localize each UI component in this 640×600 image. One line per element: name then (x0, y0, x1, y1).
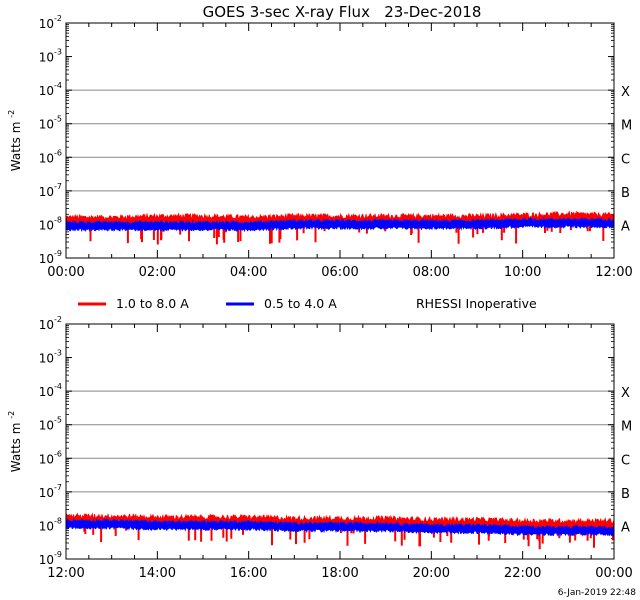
y-tick-label: 10-6 (39, 449, 62, 466)
top-panel: X M C B A 10-2 10-3 10-4 10-5 10-6 10-7 10-8 10-9 Wat… (7, 14, 633, 280)
flare-class-label: C (621, 152, 630, 167)
x-tick-label: 16:00 (230, 566, 267, 581)
x-tick-label: 12:00 (47, 566, 84, 581)
y-tick-label: 10-3 (39, 349, 62, 366)
x-tick-label: 00:00 (595, 566, 632, 581)
x-tick-label: 08:00 (413, 265, 450, 280)
y-tick-label: 10-8 (39, 516, 62, 533)
flare-class-label: X (621, 85, 630, 100)
status-note: RHESSI Inoperative (416, 296, 537, 311)
x-tick-label: 04:00 (230, 265, 267, 280)
y-tick-label: 10-2 (39, 14, 62, 31)
y-tick-label: 10-5 (39, 416, 62, 433)
flare-class-label: M (621, 420, 632, 435)
flare-class-label: A (621, 219, 630, 234)
y-tick-label: 10-6 (39, 148, 62, 165)
y-tick-label: 10-4 (39, 81, 62, 98)
flare-class-label: M (621, 119, 632, 134)
chart-title: GOES 3-sec X-ray Flux 23-Dec-2018 (203, 3, 482, 21)
x-tick-label: 10:00 (504, 265, 541, 280)
legend: 1.0 to 8.0 A 0.5 to 4.0 A (78, 296, 337, 311)
x-tick-label: 18:00 (321, 566, 358, 581)
footer-timestamp: 6-Jan-2019 22:48 (558, 588, 637, 598)
y-tick-label: 10-8 (39, 215, 62, 232)
flare-class-label: C (621, 453, 630, 468)
x-tick-label: 06:00 (321, 265, 358, 280)
bottom-panel: X M C B A 10-2 10-3 10-4 10-5 10-6 10-7 10-8 10-9 Wat… (7, 315, 633, 581)
y-tick-label: 10-7 (39, 182, 62, 199)
x-tick-label: 02:00 (139, 265, 176, 280)
x-tick-label: 00:00 (47, 265, 84, 280)
flare-class-label: B (621, 487, 630, 502)
y-tick-label: 10-2 (39, 315, 62, 332)
y-tick-label: 10-3 (39, 48, 62, 65)
y-tick-label: 10-7 (39, 483, 62, 500)
y-axis-label: Watts m -2 (7, 110, 23, 171)
x-tick-label: 22:00 (504, 566, 541, 581)
x-tick-label: 12:00 (595, 265, 632, 280)
flare-class-label: A (621, 520, 630, 535)
flare-class-label: X (621, 386, 630, 401)
y-tick-label: 10-5 (39, 115, 62, 132)
legend-label-long: 1.0 to 8.0 A (116, 296, 189, 311)
x-tick-label: 14:00 (139, 566, 176, 581)
flare-class-label: B (621, 186, 630, 201)
y-tick-label: 10-9 (39, 550, 62, 567)
y-tick-label: 10-9 (39, 249, 62, 266)
legend-label-short: 0.5 to 4.0 A (264, 296, 337, 311)
y-tick-label: 10-4 (39, 382, 62, 399)
y-axis-label: Watts m -2 (7, 411, 23, 472)
x-tick-label: 20:00 (413, 566, 450, 581)
